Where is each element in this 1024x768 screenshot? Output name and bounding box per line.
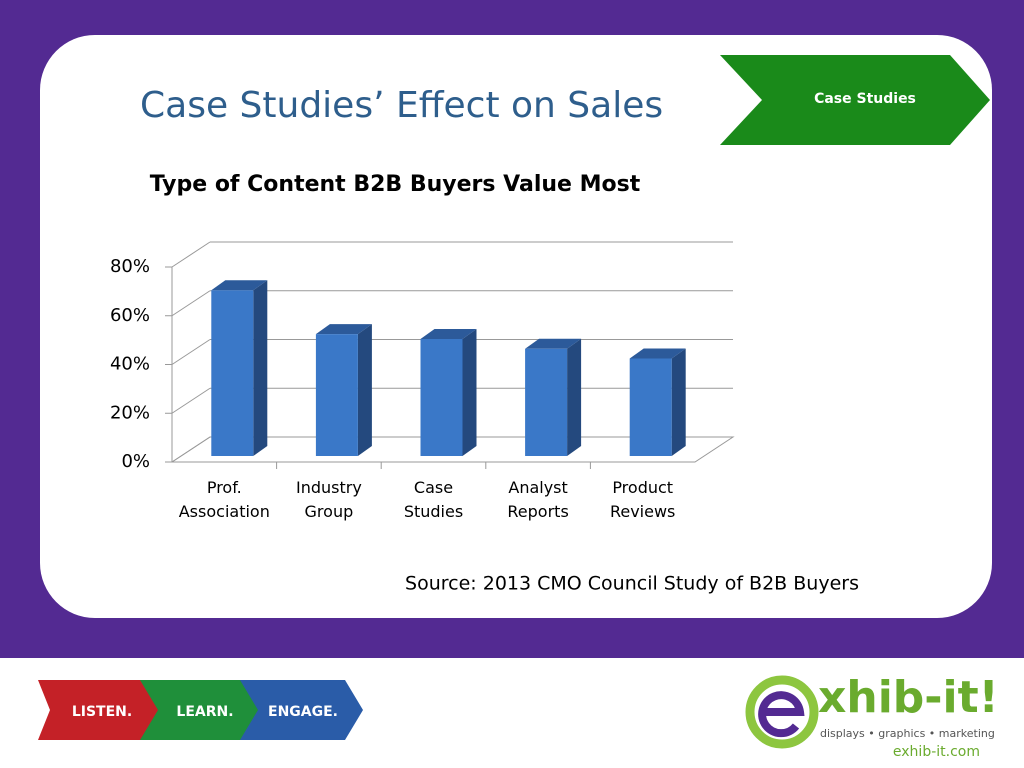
- source: Source: 2013 CMO Council Study of B2B Bu…: [405, 573, 859, 595]
- grid-line: [171, 436, 211, 463]
- y-tick-label: 20%: [110, 402, 150, 423]
- panel: [40, 35, 992, 618]
- y-tick-label: 40%: [110, 354, 150, 375]
- step-arrow: [38, 680, 168, 740]
- bar-side: [567, 338, 582, 456]
- chart-title: Type of Content B2B Buyers Value Most: [150, 172, 641, 197]
- step-arrow: [140, 680, 268, 740]
- y-tick-label: 0%: [121, 451, 150, 472]
- step-label: ENGAGE.: [268, 704, 338, 720]
- bar-side: [462, 329, 477, 456]
- grid-line: [171, 241, 211, 268]
- y-tick-label: 60%: [110, 305, 150, 326]
- bar-top: [525, 338, 582, 349]
- bar: [315, 334, 358, 456]
- tag-label: Case Studies: [814, 91, 916, 107]
- logo-ring: [745, 675, 819, 749]
- bar-top: [211, 280, 268, 291]
- bar-side: [253, 280, 268, 456]
- bar-side: [357, 324, 372, 456]
- step-label: LISTEN.: [72, 704, 132, 720]
- logo-tagline: displays • graphics • marketing: [820, 727, 995, 740]
- step-label: LEARN.: [176, 704, 233, 720]
- bar: [211, 290, 254, 456]
- x-tick-label: Product Reviews: [609, 478, 676, 521]
- bar: [629, 358, 672, 456]
- slide-title: Case Studies’ Effect on Sales: [140, 85, 663, 126]
- bar-top: [315, 324, 372, 335]
- x-tick-label: Industry Group: [295, 478, 362, 521]
- step-arrow: [240, 680, 363, 740]
- grid-line: [171, 290, 211, 317]
- bar: [420, 339, 463, 456]
- logo-text: xhib-it!: [818, 672, 999, 723]
- grid-line: [171, 387, 211, 414]
- logo-url: exhib-it.com: [893, 744, 980, 760]
- grid-line: [171, 339, 211, 365]
- logo-e: [758, 691, 805, 738]
- bar-top: [420, 329, 477, 339]
- x-tick-label: Case Studies: [403, 478, 464, 521]
- chart: 0% 20% 40% 60% 80%: [110, 241, 735, 472]
- x-tick-label: Analyst Reports: [507, 478, 569, 521]
- tag-arrow: [720, 55, 990, 145]
- bar-side: [671, 348, 686, 456]
- y-tick-label: 80%: [110, 256, 150, 277]
- bar-top: [629, 348, 686, 359]
- x-tick-label: Prof. Association: [178, 478, 270, 521]
- bar: [525, 348, 568, 456]
